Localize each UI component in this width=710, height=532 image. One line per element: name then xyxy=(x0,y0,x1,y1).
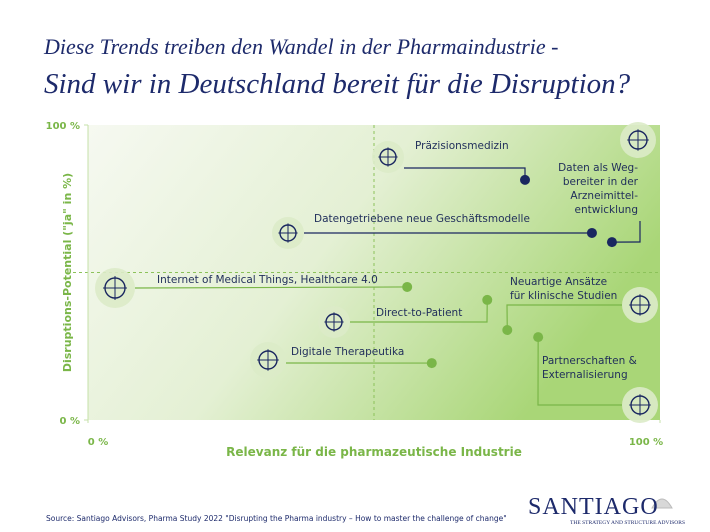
source: Source: Santiago Advisors, Pharma Study … xyxy=(46,514,507,523)
point-label: Daten als Weg- bereiter in der Arzneimit… xyxy=(558,162,638,216)
title: Diese Trends treiben den Wandel in der P… xyxy=(44,34,559,59)
connector xyxy=(611,221,641,243)
point-label: Neuartige Ansätze für klinische Studien xyxy=(510,276,618,302)
point xyxy=(502,325,513,336)
point-label: Direct-to-Patient xyxy=(376,307,463,319)
y-tick-label: 0 % xyxy=(60,416,80,427)
connector xyxy=(537,337,622,406)
tagline: THE STRATEGY AND STRUCTURE ADVISORS xyxy=(570,520,686,526)
y-axis-label: Disruptions-Potential ("ja" in %) xyxy=(61,173,74,372)
logo-shell xyxy=(651,498,673,509)
point-label: Präzisionsmedizin xyxy=(415,140,509,152)
connector xyxy=(134,286,408,289)
point xyxy=(426,358,437,369)
point-label: Digitale Therapeutika xyxy=(291,346,405,358)
connector xyxy=(350,299,488,323)
title: Sind wir in Deutschland bereit für die D… xyxy=(44,68,631,100)
point-label: Datengetriebene neue Geschäftsmodelle xyxy=(314,213,530,225)
point xyxy=(402,281,413,292)
point-label: Internet of Medical Things, Healthcare 4… xyxy=(157,274,378,286)
point xyxy=(586,227,597,238)
y-tick-label: 100 % xyxy=(46,121,80,132)
x-tick-label: 100 % xyxy=(629,437,663,448)
x-axis-label: Relevanz für die pharmazeutische Industr… xyxy=(226,445,522,459)
point xyxy=(533,332,544,343)
point xyxy=(520,174,531,185)
x-tick-label: 0 % xyxy=(88,437,108,448)
point xyxy=(606,237,617,248)
point-label: Partnerschaften & Externalisierung xyxy=(542,355,637,381)
connector xyxy=(506,304,622,331)
point xyxy=(482,294,493,305)
logo: SANTIAGO xyxy=(528,494,659,520)
